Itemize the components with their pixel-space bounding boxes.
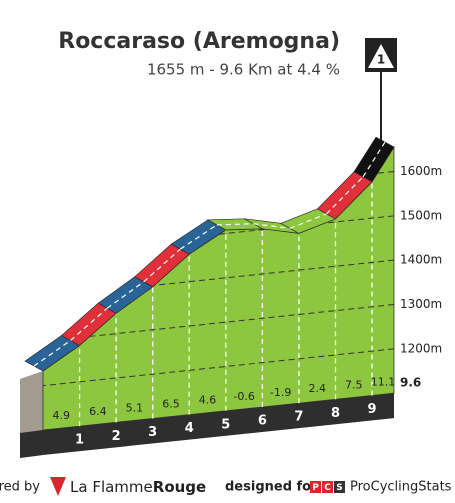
segment-center (179, 224, 218, 250)
x-tick-label: 6 (258, 413, 267, 428)
gradient-label: 7.5 (345, 378, 363, 391)
x-tick-label: 5 (221, 417, 230, 432)
gradient-label: 4.9 (53, 409, 71, 422)
gradient-label: 11.1 (371, 375, 396, 388)
gradient-label: 2.4 (308, 382, 326, 395)
gradient-label: 5.1 (126, 401, 144, 414)
gradient-label: 6.5 (162, 398, 180, 411)
plot: 1200m 1300m 1400m 1500m 1600m 4.9 6.4 5.1 6.5 4.6… (20, 136, 442, 458)
segment-center (289, 213, 327, 229)
x-tick-label: 1 (75, 433, 84, 448)
gradient-label: -1.9 (270, 386, 291, 399)
y-tick-label: 1500m (400, 208, 442, 222)
pcs-box (334, 481, 345, 493)
segment-center (216, 223, 254, 226)
chart-subtitle: 1655 m - 9.6 Km at 4.4 % (147, 61, 340, 79)
x-tick-label: 9 (368, 402, 377, 417)
segment-center (70, 307, 108, 341)
pcs-box (310, 481, 321, 493)
gradient-label: 4.6 (199, 394, 217, 407)
x-tick-label: 4 (185, 421, 194, 436)
y-tick-label: 1600m (400, 164, 442, 178)
powered-by: red by (0, 480, 40, 495)
y-tick-label: 1200m (400, 341, 442, 355)
x-tick-label: 9.6 (400, 376, 421, 390)
x-tick-label: 7 (294, 410, 303, 425)
base-strip (20, 393, 394, 458)
y-tick-label: 1400m (400, 253, 442, 267)
segment-center (143, 248, 181, 283)
marker-label: 1 (377, 53, 385, 67)
pcs-name: ProCyclingStats (350, 480, 452, 495)
designed-for: designed for (225, 480, 318, 495)
chart-title: Roccaraso (Aremogna) (58, 29, 340, 54)
segment-center (106, 281, 145, 309)
x-tick-label: 2 (112, 429, 121, 444)
pcs-letter: C (324, 483, 331, 493)
x-tick-label: 8 (331, 406, 340, 421)
grid-line (43, 348, 394, 389)
flag-icon (50, 477, 66, 496)
brand-a: La Flamme (70, 478, 153, 496)
x-tick-label: 3 (148, 425, 157, 440)
brand-b: Rouge (153, 478, 206, 496)
segment-center (362, 141, 386, 178)
pcs-box (322, 481, 333, 493)
pcs-letter: P (312, 483, 319, 493)
segment-center (33, 339, 71, 367)
pcs-letter: S (336, 483, 342, 493)
gradient-label: -0.6 (233, 390, 254, 403)
gradient-label: 6.4 (89, 405, 107, 418)
y-tick-label: 1300m (400, 297, 442, 311)
brand: La FlammeRouge (70, 478, 206, 496)
segment-center (253, 223, 291, 229)
marker-triangle (368, 44, 394, 68)
